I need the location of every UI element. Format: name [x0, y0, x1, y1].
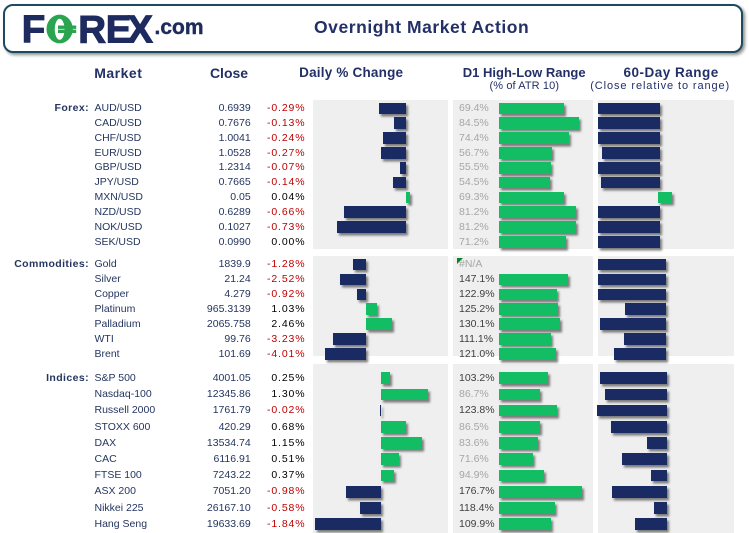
- svg-text:.com: .com: [155, 16, 204, 39]
- svg-text:F: F: [22, 8, 46, 48]
- svg-text:X: X: [127, 8, 153, 48]
- svg-text:R: R: [78, 8, 106, 48]
- svg-text:E: E: [106, 8, 132, 48]
